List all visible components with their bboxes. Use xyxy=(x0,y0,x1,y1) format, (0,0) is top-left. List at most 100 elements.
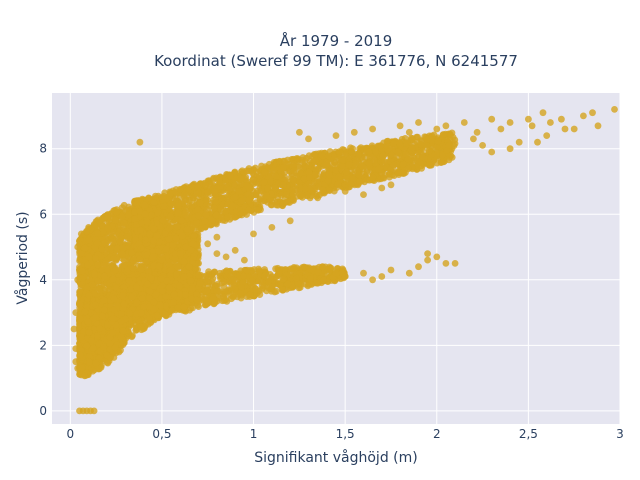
data-point xyxy=(408,136,416,144)
data-point xyxy=(281,169,288,176)
data-point xyxy=(297,170,305,177)
data-point xyxy=(182,243,190,251)
data-point xyxy=(190,232,198,240)
data-point xyxy=(253,168,261,176)
data-point xyxy=(174,209,182,217)
data-point xyxy=(289,196,297,203)
data-point xyxy=(402,150,410,158)
data-point xyxy=(78,267,86,275)
data-point xyxy=(230,181,238,188)
data-point xyxy=(81,244,89,252)
data-point xyxy=(223,213,231,221)
data-point xyxy=(145,194,153,202)
data-point xyxy=(428,132,436,140)
data-point xyxy=(120,261,128,269)
data-point xyxy=(243,167,251,175)
data-point xyxy=(295,163,303,171)
data-point xyxy=(226,173,234,180)
data-point xyxy=(141,201,149,209)
data-point xyxy=(222,177,230,185)
data-point xyxy=(194,189,202,197)
data-point xyxy=(99,228,107,236)
data-point xyxy=(267,178,274,186)
data-point xyxy=(356,178,363,185)
data-point xyxy=(347,148,355,155)
data-point xyxy=(322,161,330,169)
data-point xyxy=(225,186,233,194)
data-point xyxy=(216,179,224,186)
data-point xyxy=(183,191,191,199)
data-point xyxy=(345,161,353,169)
data-point xyxy=(137,266,145,273)
data-point xyxy=(90,221,98,228)
data-point xyxy=(123,233,131,240)
data-point xyxy=(114,244,121,252)
data-point xyxy=(183,226,191,233)
data-point xyxy=(363,169,371,176)
data-point xyxy=(94,261,102,269)
data-point xyxy=(218,213,225,221)
data-point xyxy=(237,175,245,183)
data-point xyxy=(445,142,453,149)
data-point xyxy=(306,174,313,182)
data-point xyxy=(176,185,184,193)
data-point xyxy=(335,148,343,156)
data-point xyxy=(172,234,180,242)
data-point xyxy=(217,206,225,213)
data-point xyxy=(229,202,237,210)
data-point xyxy=(342,168,350,176)
data-point xyxy=(94,230,101,237)
data-point xyxy=(231,168,239,176)
data-point xyxy=(119,244,127,252)
data-point xyxy=(252,199,260,207)
data-point xyxy=(174,202,182,210)
data-point xyxy=(153,219,160,227)
data-point xyxy=(264,184,272,192)
data-point xyxy=(100,262,107,270)
data-point xyxy=(369,173,377,181)
data-point xyxy=(311,151,319,159)
data-point xyxy=(182,209,190,217)
data-point xyxy=(365,148,373,156)
data-point xyxy=(142,258,150,266)
data-point xyxy=(162,245,170,253)
data-point xyxy=(276,157,284,165)
data-point xyxy=(256,195,264,202)
data-point xyxy=(381,158,388,165)
data-point xyxy=(238,197,246,205)
data-point xyxy=(339,157,346,164)
data-point xyxy=(305,168,313,176)
data-point xyxy=(383,138,391,145)
data-point xyxy=(425,147,433,155)
data-point xyxy=(195,212,202,220)
data-point xyxy=(212,211,220,219)
data-point xyxy=(239,209,247,217)
data-point xyxy=(178,217,186,224)
data-point xyxy=(235,188,243,195)
data-points xyxy=(70,106,618,415)
data-point xyxy=(204,206,212,213)
data-point xyxy=(116,238,124,246)
data-point xyxy=(202,211,210,219)
data-point xyxy=(101,239,109,247)
data-point xyxy=(326,187,334,195)
data-point xyxy=(311,171,319,179)
data-point xyxy=(138,219,146,227)
data-point xyxy=(312,157,319,165)
data-point xyxy=(189,240,197,248)
data-point xyxy=(210,174,218,182)
data-point xyxy=(349,175,356,183)
data-point xyxy=(439,131,447,139)
data-point xyxy=(150,262,157,270)
data-point xyxy=(319,186,327,194)
data-point xyxy=(249,176,257,183)
data-point xyxy=(194,184,202,192)
data-point xyxy=(423,135,430,143)
data-point xyxy=(171,250,179,258)
data-point xyxy=(129,265,137,272)
data-point xyxy=(315,165,322,172)
data-point xyxy=(180,257,188,265)
data-point xyxy=(377,142,384,150)
data-point xyxy=(178,232,186,240)
